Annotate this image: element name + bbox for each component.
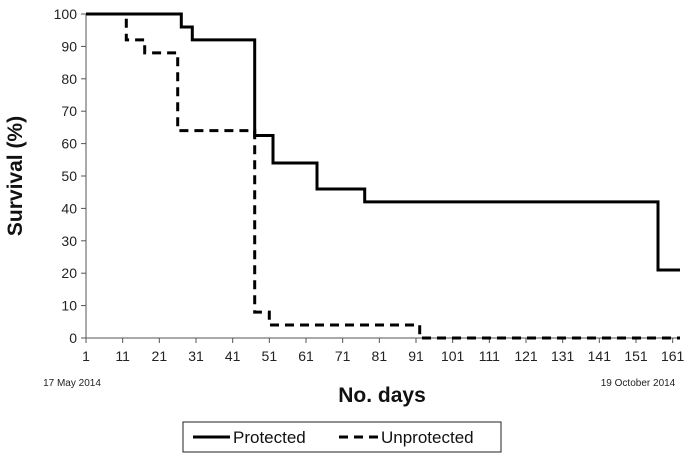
x-tick-label: 111 bbox=[479, 348, 500, 364]
x-tick-label: 81 bbox=[372, 348, 388, 364]
x-tick-label: 11 bbox=[115, 348, 130, 364]
x-tick-label: 71 bbox=[335, 348, 351, 364]
x-tick-label: 21 bbox=[152, 348, 168, 364]
x-axis-title: No. days bbox=[338, 384, 426, 407]
x-tick-label: 151 bbox=[624, 348, 648, 364]
series-layer bbox=[86, 12, 680, 340]
y-tick-label: 40 bbox=[61, 200, 77, 216]
y-tick-label: 10 bbox=[61, 298, 77, 314]
x-tick-label: 141 bbox=[588, 348, 612, 364]
x-tick-label: 51 bbox=[262, 348, 278, 364]
x-tick-label: 161 bbox=[661, 348, 685, 364]
legend-label-unprotected: Unprotected bbox=[381, 428, 474, 447]
x-tick-label: 91 bbox=[408, 348, 424, 364]
end-date-annotation: 19 October 2014 bbox=[601, 378, 676, 389]
legend: Protected Unprotected bbox=[182, 421, 502, 453]
x-tick-label: 131 bbox=[551, 348, 575, 364]
y-axis-ticks: 0 10 20 30 40 50 60 70 80 90 100 bbox=[54, 6, 86, 346]
series-line-unprotected bbox=[86, 12, 680, 340]
y-tick-label: 100 bbox=[54, 6, 78, 22]
x-tick-label: 101 bbox=[441, 348, 465, 364]
y-tick-label: 0 bbox=[69, 330, 77, 346]
y-tick-label: 80 bbox=[61, 71, 77, 87]
y-tick-label: 50 bbox=[61, 168, 77, 184]
x-tick-label: 1 bbox=[82, 348, 90, 364]
y-tick-label: 90 bbox=[61, 38, 77, 54]
series-line-protected bbox=[86, 12, 680, 272]
y-axis-title: Survival (%) bbox=[4, 116, 27, 236]
y-tick-label: 20 bbox=[61, 265, 77, 281]
legend-label-protected: Protected bbox=[233, 428, 306, 447]
y-tick-label: 70 bbox=[61, 103, 77, 119]
x-tick-label: 31 bbox=[188, 348, 204, 364]
x-axis-ticks: 1 11 21 31 41 51 61 71 81 91 101 111 121 131 141 151 161 bbox=[82, 338, 685, 364]
y-tick-label: 30 bbox=[61, 233, 77, 249]
x-tick-label: 61 bbox=[298, 348, 314, 364]
start-date-annotation: 17 May 2014 bbox=[43, 378, 101, 389]
y-tick-label: 60 bbox=[61, 136, 77, 152]
x-tick-label: 121 bbox=[514, 348, 538, 364]
x-tick-label: 41 bbox=[225, 348, 241, 364]
